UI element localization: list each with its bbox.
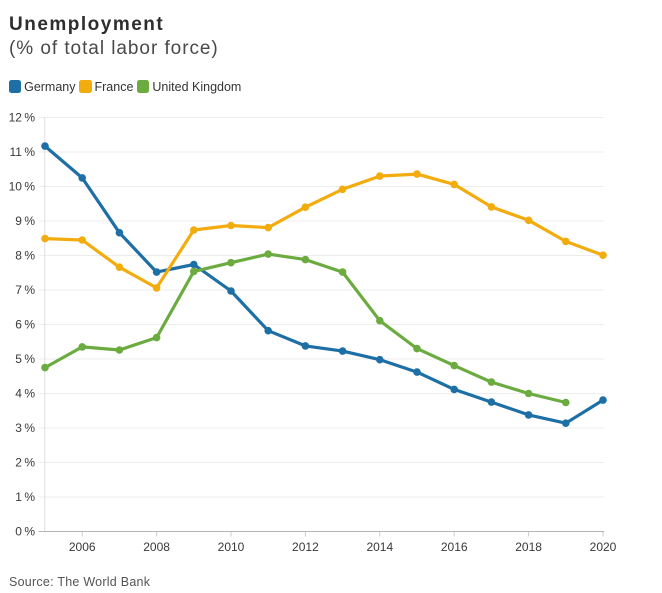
svg-text:2018: 2018 <box>515 540 542 554</box>
svg-text:2020: 2020 <box>590 540 617 554</box>
svg-text:0 %: 0 % <box>15 525 35 539</box>
svg-text:2016: 2016 <box>441 540 468 554</box>
svg-text:8 %: 8 % <box>15 249 35 263</box>
svg-text:2014: 2014 <box>366 540 393 554</box>
svg-text:10 %: 10 % <box>9 180 36 194</box>
svg-text:2010: 2010 <box>218 540 245 554</box>
svg-text:12 %: 12 % <box>9 111 36 125</box>
svg-text:2 %: 2 % <box>15 456 35 470</box>
svg-text:2008: 2008 <box>143 540 170 554</box>
svg-text:4 %: 4 % <box>15 387 35 401</box>
svg-text:11 %: 11 % <box>9 145 35 159</box>
svg-text:2006: 2006 <box>69 540 96 554</box>
svg-text:2012: 2012 <box>292 540 319 554</box>
svg-text:3 %: 3 % <box>15 421 35 435</box>
svg-text:6 %: 6 % <box>15 318 35 332</box>
svg-text:1 %: 1 % <box>15 490 35 504</box>
svg-text:5 %: 5 % <box>15 352 35 366</box>
svg-text:7 %: 7 % <box>15 283 35 297</box>
svg-text:9 %: 9 % <box>15 214 35 228</box>
